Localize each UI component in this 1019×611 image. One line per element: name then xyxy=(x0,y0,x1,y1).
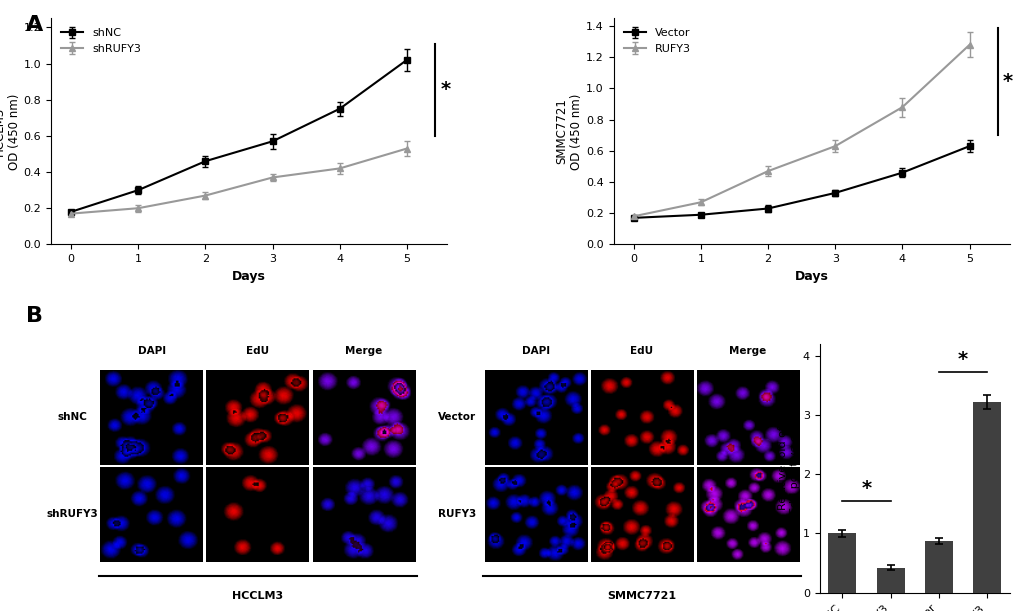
Text: shNC: shNC xyxy=(57,412,88,422)
X-axis label: Days: Days xyxy=(232,269,266,283)
Y-axis label: Relative fold of
EdU positive cell: Relative fold of EdU positive cell xyxy=(777,422,799,514)
Bar xyxy=(972,402,1001,593)
Text: EdU: EdU xyxy=(630,346,653,356)
Text: B: B xyxy=(25,306,43,326)
Text: HCCLM3: HCCLM3 xyxy=(232,591,283,601)
Text: DAPI: DAPI xyxy=(522,346,549,356)
Text: SMMC7721: SMMC7721 xyxy=(607,591,676,601)
Text: Merge: Merge xyxy=(344,346,382,356)
Y-axis label: SMMC7721
OD (450 nm): SMMC7721 OD (450 nm) xyxy=(554,93,583,169)
Legend: Vector, RUFY3: Vector, RUFY3 xyxy=(619,24,695,58)
Text: *: * xyxy=(860,479,870,498)
Text: EdU: EdU xyxy=(246,346,269,356)
X-axis label: Days: Days xyxy=(794,269,827,283)
Text: A: A xyxy=(25,15,43,35)
Text: Merge: Merge xyxy=(729,346,766,356)
Bar xyxy=(875,568,904,593)
Text: DAPI: DAPI xyxy=(138,346,165,356)
Text: *: * xyxy=(1002,72,1012,91)
Text: *: * xyxy=(957,351,967,370)
Text: Vector: Vector xyxy=(437,412,475,422)
Text: *: * xyxy=(440,80,450,99)
Legend: shNC, shRUFY3: shNC, shRUFY3 xyxy=(56,24,146,58)
Text: shRUFY3: shRUFY3 xyxy=(47,510,98,519)
Bar xyxy=(924,541,952,593)
Text: RUFY3: RUFY3 xyxy=(437,510,475,519)
Bar xyxy=(827,533,855,593)
Y-axis label: HCCLM3
OD (450 nm): HCCLM3 OD (450 nm) xyxy=(0,93,20,169)
